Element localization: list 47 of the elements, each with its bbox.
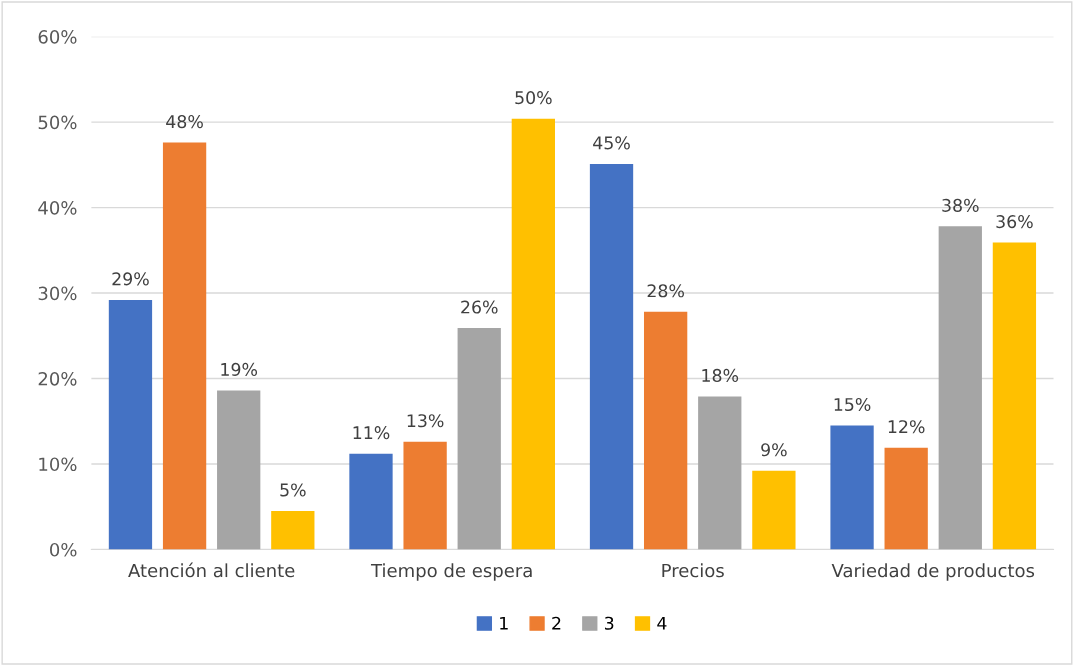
bar	[271, 510, 315, 550]
legend-label: 4	[657, 616, 667, 630]
data-label: 18%	[702, 368, 739, 382]
bar	[830, 425, 874, 550]
y-tick-label: 40%	[38, 201, 77, 215]
bar	[644, 311, 688, 550]
bar	[884, 447, 928, 550]
bar	[938, 226, 982, 550]
data-label: 36%	[996, 215, 1033, 229]
y-tick-label: 50%	[38, 115, 77, 130]
y-tick-label: 0%	[50, 542, 77, 557]
data-label: 12%	[888, 420, 925, 434]
bar	[698, 396, 742, 550]
x-tick-label: Atención al cliente	[128, 562, 295, 578]
data-label: 26%	[461, 300, 498, 314]
bar	[162, 142, 207, 550]
y-tick-label: 30%	[38, 286, 77, 301]
y-tick-label: 10%	[39, 457, 77, 472]
data-label: 29%	[112, 272, 149, 286]
data-label: 50%	[515, 91, 552, 105]
data-label: 28%	[647, 284, 684, 298]
data-label: 38%	[942, 198, 979, 212]
data-label: 19%	[221, 362, 258, 376]
x-tick-label: Variedad de productos	[831, 563, 1035, 581]
x-tick-label: Tiempo de espera	[370, 563, 532, 581]
legend-label: 2	[552, 616, 561, 630]
bar	[589, 163, 634, 550]
bar	[403, 441, 447, 550]
data-label: 13%	[407, 414, 444, 428]
data-label: 9%	[761, 443, 787, 457]
data-label: 48%	[166, 115, 203, 129]
y-tick-label: 20%	[38, 371, 77, 386]
y-tick-label: 60%	[38, 30, 77, 44]
x-tick-label: Precios	[662, 563, 724, 578]
bar	[217, 390, 261, 550]
data-label: 5%	[280, 483, 306, 497]
bar	[752, 470, 796, 550]
bar	[457, 328, 501, 550]
bar	[349, 453, 393, 550]
data-label: 45%	[593, 136, 630, 150]
legend-label: 1	[500, 616, 508, 630]
bar	[992, 242, 1037, 550]
data-label: 15%	[834, 397, 871, 412]
bar	[108, 299, 153, 550]
data-label: 11%	[353, 426, 390, 440]
bar	[511, 118, 555, 550]
legend-label: 3	[605, 616, 614, 630]
